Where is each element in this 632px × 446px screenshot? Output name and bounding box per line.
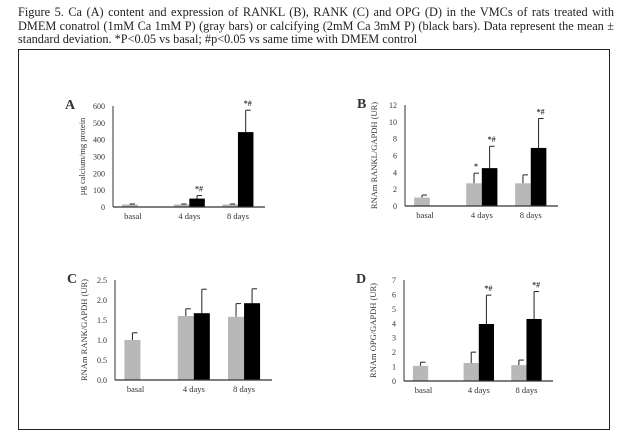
y-tick-label: 1.5 xyxy=(97,316,107,325)
y-tick-label: 100 xyxy=(93,186,105,195)
significance-mark: *# xyxy=(532,281,540,290)
x-tick-label: basal xyxy=(127,384,145,394)
bar-control xyxy=(177,316,194,380)
significance-mark: *# xyxy=(484,284,492,293)
x-tick-label: 4 days xyxy=(178,211,200,221)
panel-letter: C xyxy=(67,272,77,287)
y-tick-label: 1.0 xyxy=(97,336,107,345)
bar-calcifying xyxy=(478,324,494,381)
x-tick-label: basal xyxy=(416,210,434,220)
x-tick-label: 8 days xyxy=(233,384,255,394)
y-tick-label: 200 xyxy=(93,169,105,178)
x-tick-label: basal xyxy=(124,211,142,221)
bar-control xyxy=(414,197,430,206)
y-tick-label: 400 xyxy=(93,136,105,145)
bar-control xyxy=(222,204,238,207)
x-tick-label: 4 days xyxy=(183,384,205,394)
bar-calcifying xyxy=(481,168,498,206)
y-tick-label: 2 xyxy=(393,185,397,194)
y-tick-label: 600 xyxy=(93,102,105,111)
bar-calcifying xyxy=(193,313,210,380)
y-tick-label: 0 xyxy=(393,202,397,211)
y-tick-label: 3 xyxy=(392,334,396,343)
bar-control xyxy=(412,365,429,381)
figure-caption: Figure 5. Ca (A) content and expression … xyxy=(18,5,614,47)
y-axis-label: RNAm RANK/GAPDH (UR) xyxy=(79,279,89,381)
y-tick-label: 10 xyxy=(389,118,397,127)
y-axis-label: µg calcium/mg protein xyxy=(77,117,87,195)
x-tick-label: 4 days xyxy=(471,210,493,220)
y-tick-label: 6 xyxy=(392,290,396,299)
y-tick-label: 0.0 xyxy=(97,376,107,385)
bar-control xyxy=(463,362,479,381)
y-tick-label: 0.5 xyxy=(97,356,107,365)
panel-letter: B xyxy=(357,97,366,112)
y-tick-label: 8 xyxy=(393,135,397,144)
y-tick-label: 2 xyxy=(392,348,396,357)
y-tick-label: 1 xyxy=(392,363,396,372)
significance-mark: *# xyxy=(195,185,203,194)
significance-mark: *# xyxy=(537,107,545,116)
y-tick-label: 6 xyxy=(393,152,397,161)
x-tick-label: 8 days xyxy=(520,210,542,220)
y-tick-label: 7 xyxy=(392,276,396,285)
bar-control xyxy=(122,204,138,207)
bar-control xyxy=(511,365,527,381)
y-axis-label: RNAm OPG/GAPDH (UR) xyxy=(368,283,378,378)
bar-control xyxy=(173,204,190,207)
figure-frame xyxy=(18,49,610,430)
y-axis-label: RNAm RANKL/GAPDH (UR) xyxy=(369,102,379,209)
bar-calcifying xyxy=(526,318,542,381)
y-tick-label: 500 xyxy=(93,119,105,128)
y-tick-label: 5 xyxy=(392,305,396,314)
panel-letter: D xyxy=(356,272,366,287)
y-tick-label: 300 xyxy=(93,153,105,162)
bar-calcifying xyxy=(237,132,254,207)
y-tick-label: 4 xyxy=(393,168,397,177)
significance-mark: * xyxy=(474,162,478,171)
bar-control xyxy=(228,316,245,380)
x-tick-label: 4 days xyxy=(468,385,490,395)
y-tick-label: 0 xyxy=(392,377,396,386)
bar-control xyxy=(515,183,531,206)
bar-control xyxy=(124,340,141,380)
y-tick-label: 2.5 xyxy=(97,276,107,285)
panel-letter: A xyxy=(65,98,76,113)
y-tick-label: 4 xyxy=(392,319,396,328)
x-tick-label: 8 days xyxy=(515,385,537,395)
bar-calcifying xyxy=(189,198,205,207)
y-tick-label: 0 xyxy=(101,203,105,212)
significance-mark: *# xyxy=(244,99,252,108)
bar-calcifying xyxy=(244,303,261,380)
bar-calcifying xyxy=(530,147,547,206)
bar-control xyxy=(466,183,482,206)
y-tick-label: 12 xyxy=(389,101,397,110)
y-tick-label: 2.0 xyxy=(97,296,107,305)
x-tick-label: 8 days xyxy=(227,211,249,221)
significance-mark: *# xyxy=(488,135,496,144)
x-tick-label: basal xyxy=(415,385,433,395)
